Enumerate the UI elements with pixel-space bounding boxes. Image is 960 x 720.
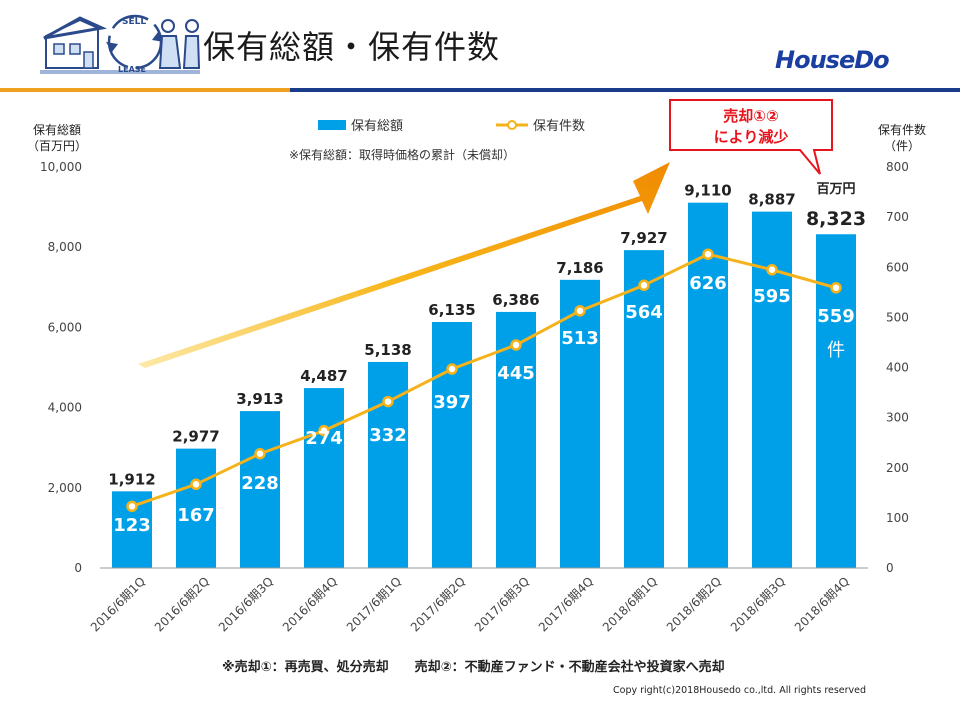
legend-label-count: 保有件数 xyxy=(533,119,585,134)
right-axis-tick-label: 400 xyxy=(886,361,909,375)
page-title: 保有総額・保有件数 xyxy=(203,28,501,66)
bar-value-label: 9,110 xyxy=(684,182,731,200)
count-value-label: 123 xyxy=(113,515,151,536)
left-axis-unit: （百万円） xyxy=(27,139,87,153)
housedo-logo: HouseDo xyxy=(775,46,890,74)
right-axis-tick-label: 0 xyxy=(886,561,894,575)
right-axis-tick-label: 500 xyxy=(886,310,909,324)
count-line xyxy=(131,252,837,508)
category-label: 2017/6期3Q xyxy=(472,574,532,634)
count-value-label: 274 xyxy=(305,428,343,449)
trend-arrow-icon xyxy=(138,162,670,368)
right-axis-tick-label: 100 xyxy=(886,511,909,525)
count-point xyxy=(766,264,778,276)
legend-swatch-amount xyxy=(318,120,346,130)
left-axis-tick-label: 2,000 xyxy=(48,481,82,495)
category-label: 2017/6期1Q xyxy=(344,574,404,634)
bar-value-label: 1,912 xyxy=(108,470,155,488)
bar-value-label: 3,913 xyxy=(236,390,283,408)
category-label: 2018/6期2Q xyxy=(664,574,724,634)
bar-value-label: 2,977 xyxy=(172,428,219,446)
unit-label-million-yen: 百万円 xyxy=(816,182,855,197)
header-rule-orange xyxy=(0,88,290,92)
right-axis-tick-label: 800 xyxy=(886,160,909,174)
unit-label-count: 件 xyxy=(827,340,845,361)
category-label: 2018/6期1Q xyxy=(600,574,660,634)
category-label: 2018/6期3Q xyxy=(728,574,788,634)
chart-subtitle: ※保有総額：取得時価格の累計（未償却） xyxy=(289,147,515,162)
category-label: 2017/6期2Q xyxy=(408,574,468,634)
count-point xyxy=(638,279,650,292)
bar-value-label: 7,927 xyxy=(620,229,667,247)
header-rule-blue xyxy=(290,88,960,92)
bar xyxy=(624,250,664,568)
bar-value-label: 8,323 xyxy=(806,208,866,230)
callout-line-2: により減少 xyxy=(714,128,789,146)
bar-value-label: 5,138 xyxy=(364,341,411,359)
category-label: 2016/6期1Q xyxy=(88,574,148,634)
category-label: 2017/6期4Q xyxy=(536,574,596,634)
count-value-label: 564 xyxy=(625,302,663,323)
bar-value-label: 6,386 xyxy=(492,291,539,309)
count-point xyxy=(702,248,714,260)
count-point xyxy=(830,282,842,294)
left-axis-tick-label: 8,000 xyxy=(48,240,82,254)
sell-label: SELL xyxy=(122,17,146,27)
count-point xyxy=(382,395,394,408)
bar-value-label: 7,186 xyxy=(556,259,603,277)
left-axis-title: 保有総額 xyxy=(33,123,81,137)
count-value-label: 445 xyxy=(497,363,535,384)
right-axis-title: 保有件数 xyxy=(878,122,926,137)
count-point xyxy=(510,339,522,351)
bar-value-label: 8,887 xyxy=(748,191,795,209)
count-point xyxy=(126,500,138,513)
bar xyxy=(432,321,472,568)
count-value-label: 626 xyxy=(689,273,727,294)
count-point xyxy=(318,424,330,437)
legend-marker-count xyxy=(507,120,517,130)
right-axis-tick-label: 200 xyxy=(886,461,909,475)
count-value-label: 167 xyxy=(177,505,215,526)
count-value-label: 559 xyxy=(817,306,855,327)
count-value-label: 228 xyxy=(241,473,279,494)
bar xyxy=(240,411,280,568)
callout-line-1: 売却①② xyxy=(723,107,778,125)
right-axis-tick-label: 300 xyxy=(886,411,909,425)
left-axis-tick-label: 4,000 xyxy=(48,401,82,415)
legend-label-amount: 保有総額 xyxy=(351,119,403,134)
count-point xyxy=(446,363,458,375)
category-label: 2016/6期2Q xyxy=(152,574,212,634)
callout-box xyxy=(669,99,833,175)
left-axis-tick-label: 10,000 xyxy=(40,160,82,174)
category-label: 2016/6期4Q xyxy=(280,574,340,634)
bar xyxy=(688,202,728,568)
right-axis-unit: （件） xyxy=(884,139,920,153)
housedo-logo-text: HouseDo xyxy=(775,46,890,74)
right-axis-tick-label: 600 xyxy=(886,260,909,274)
left-axis-tick-label: 6,000 xyxy=(48,320,82,334)
count-value-label: 332 xyxy=(369,425,407,446)
bar xyxy=(496,311,536,568)
bar xyxy=(560,279,600,568)
count-point xyxy=(254,447,266,460)
bar-value-label: 4,487 xyxy=(300,367,347,385)
bar-value-label: 6,135 xyxy=(428,301,475,319)
count-value-label: 595 xyxy=(753,286,791,307)
count-value-label: 513 xyxy=(561,328,599,349)
category-label: 2018/6期4Q xyxy=(792,574,852,634)
count-point xyxy=(190,478,202,491)
count-point xyxy=(574,305,586,317)
count-value-label: 397 xyxy=(433,392,471,413)
copyright: Copy right(c)2018Housedo co.,ltd. All ri… xyxy=(613,685,867,696)
lease-label: LEASE xyxy=(118,65,146,74)
bar xyxy=(176,448,216,568)
left-axis-tick-label: 0 xyxy=(74,561,82,575)
sell-lease-illustration-icon: SELL LEASE xyxy=(40,14,200,74)
footnote: ※売却①：再売買、処分売却 売却②：不動産ファンド・不動産会社や投資家へ売却 xyxy=(222,660,725,675)
bar xyxy=(304,388,344,568)
category-label: 2016/6期3Q xyxy=(216,574,276,634)
header: SELL LEASE 保有総額・保有件数 HouseDo xyxy=(0,0,960,92)
right-axis-tick-label: 700 xyxy=(886,210,909,224)
